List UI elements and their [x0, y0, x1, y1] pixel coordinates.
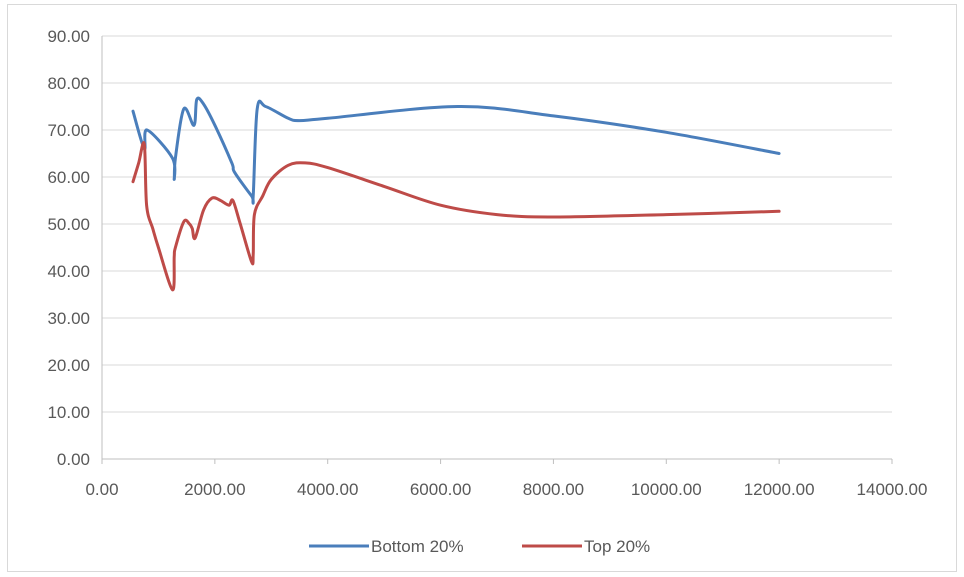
chart-frame: 0.00 10.00 20.00 30.00 40.00 50.00 60.00 70.00 8…: [7, 4, 957, 572]
y-tick-label: 30.00: [47, 309, 90, 328]
y-tick-label: 80.00: [47, 74, 90, 93]
y-tick-label: 70.00: [47, 121, 90, 140]
y-tick-label: 40.00: [47, 262, 90, 281]
x-tick-label: 0.00: [85, 480, 118, 499]
x-tick-label: 6000.00: [410, 480, 471, 499]
y-tick-label: 60.00: [47, 168, 90, 187]
legend-label-top-20: Top 20%: [584, 537, 650, 556]
x-tick-label: 4000.00: [297, 480, 358, 499]
y-tick-label: 10.00: [47, 403, 90, 422]
x-tick-label: 8000.00: [523, 480, 584, 499]
y-tick-label: 90.00: [47, 27, 90, 46]
y-tick-label: 0.00: [57, 450, 90, 469]
y-tick-label: 50.00: [47, 215, 90, 234]
x-tick-label: 2000.00: [184, 480, 245, 499]
x-tick-label: 12000.00: [744, 480, 815, 499]
series-line-top-20: [131, 141, 781, 292]
x-tick-label: 10000.00: [631, 480, 702, 499]
legend-label-bottom-20: Bottom 20%: [371, 537, 464, 556]
x-tick-label: 14000.00: [857, 480, 928, 499]
series-line-bottom-20: [131, 96, 781, 205]
line-chart: 0.00 10.00 20.00 30.00 40.00 50.00 60.00 70.00 8…: [47, 27, 928, 556]
y-tick-label: 20.00: [47, 356, 90, 375]
